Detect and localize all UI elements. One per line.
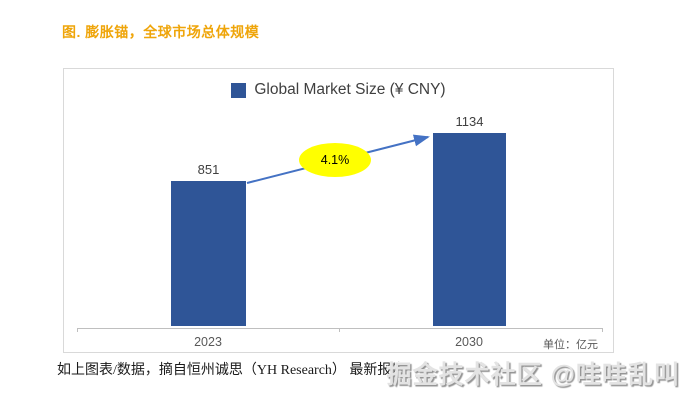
bar-value-label: 1134 <box>455 114 484 129</box>
growth-ellipse <box>299 143 371 177</box>
source-attribution: 如上图表/数据，摘自恒州诚思（YH Research） 最新报告 <box>57 363 406 378</box>
bar-2030: 1134 <box>433 114 506 326</box>
x-axis-label-2030: 2030 <box>455 335 483 349</box>
bar-2023: 851 <box>171 162 246 326</box>
bar-value-label: 851 <box>197 162 220 177</box>
axis-tick <box>77 328 78 332</box>
x-axis-label-2023: 2023 <box>194 335 222 349</box>
legend-label: Global Market Size (¥ CNY) <box>254 81 446 98</box>
trend-line <box>246 134 430 184</box>
chart-title: 图. 膨胀锚，全球市场总体规模 <box>62 24 260 40</box>
watermark: 掘金技术社区 @哇哇乱叫 <box>386 361 680 389</box>
growth-arrow-annotation: 4.1% <box>246 134 430 184</box>
axis-tick <box>339 328 340 332</box>
growth-rate-label: 4.1% <box>321 153 350 167</box>
unit-label: 单位：亿元 <box>543 339 598 351</box>
chart-legend: Global Market Size (¥ CNY) <box>64 81 613 99</box>
chart-frame: Global Market Size (¥ CNY) 851 1134 4.1%… <box>63 68 614 353</box>
legend-swatch-icon <box>231 82 247 98</box>
axis-tick <box>602 328 603 332</box>
